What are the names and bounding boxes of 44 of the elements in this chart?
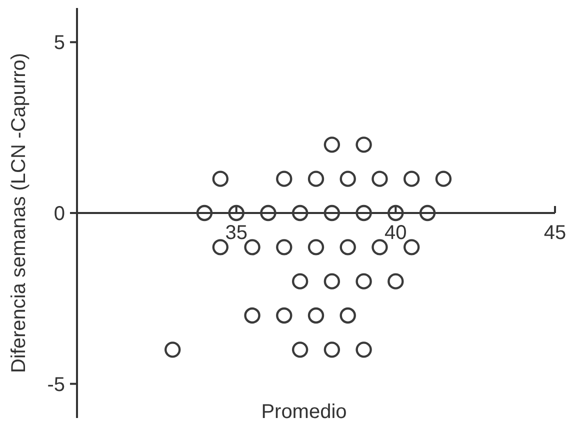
- point: [356, 342, 372, 358]
- y-tick-label: 0: [54, 203, 65, 225]
- y-axis-title: Diferencia semanas (LCN -Capurro): [8, 52, 30, 374]
- point: [292, 204, 308, 222]
- point: [324, 136, 340, 153]
- point: [404, 170, 420, 187]
- point: [196, 204, 213, 222]
- point: [276, 307, 292, 324]
- point: [324, 204, 340, 222]
- point: [292, 273, 308, 290]
- point: [340, 239, 356, 256]
- point: [212, 239, 228, 256]
- point: [244, 239, 260, 256]
- point: [308, 307, 324, 324]
- point: [356, 204, 372, 222]
- point: [388, 204, 404, 222]
- point: [356, 273, 372, 290]
- point: [244, 307, 260, 324]
- x-tick-label: 45: [544, 222, 566, 244]
- point: [308, 170, 324, 187]
- point: [324, 273, 340, 290]
- point: [292, 342, 308, 358]
- point: [228, 204, 244, 222]
- point: [404, 239, 420, 256]
- point: [340, 307, 356, 324]
- point: [164, 342, 181, 358]
- point: [276, 170, 292, 187]
- x-tick-label: 40: [384, 222, 407, 244]
- y-tick-label: -5: [47, 374, 65, 396]
- point: [388, 273, 404, 290]
- point: [435, 170, 452, 187]
- point: [372, 239, 388, 256]
- point: [419, 204, 436, 222]
- point: [308, 239, 324, 256]
- point: [276, 239, 292, 256]
- point: [356, 136, 372, 153]
- point: [340, 170, 356, 187]
- point: [212, 170, 228, 187]
- y-tick-label: 5: [54, 32, 65, 54]
- x-axis-title: Promedio: [261, 401, 347, 423]
- point: [372, 170, 388, 187]
- point: [324, 342, 340, 358]
- x-tick-label: 35: [225, 222, 248, 244]
- point: [260, 204, 276, 222]
